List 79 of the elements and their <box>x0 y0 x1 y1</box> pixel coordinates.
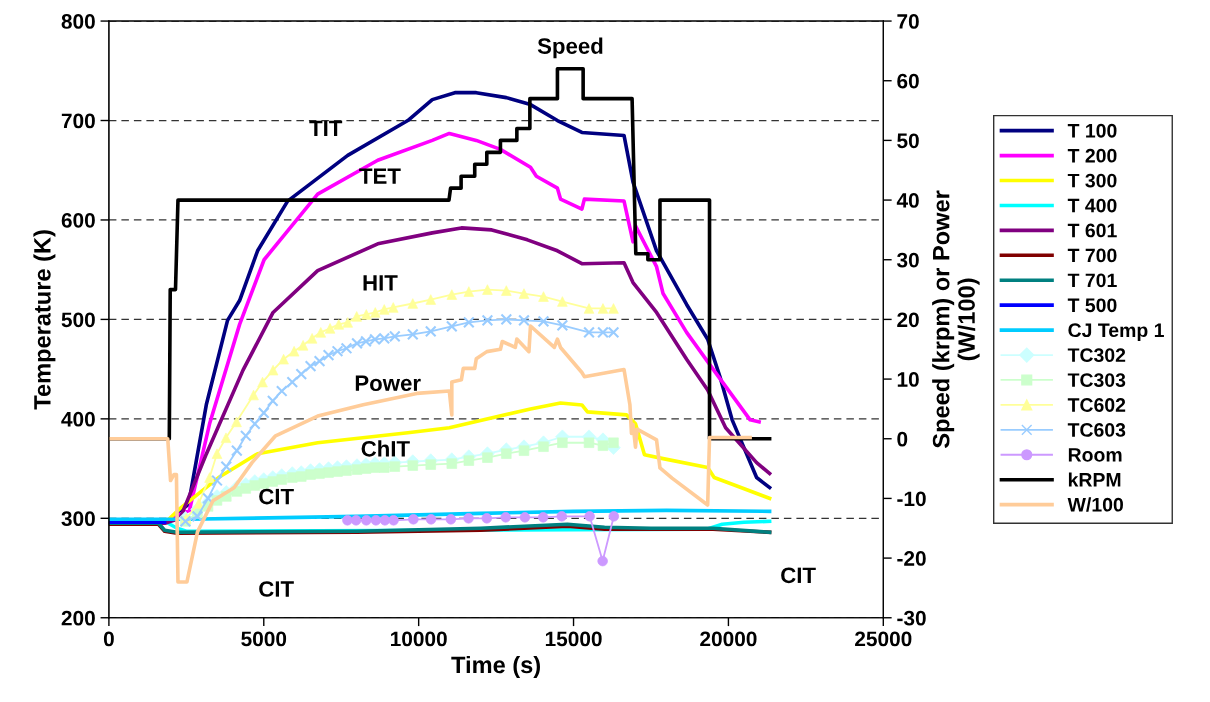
legend-label: kRPM <box>1068 472 1121 487</box>
y2-axis-title: Speed (krpm) or Power (W/100) <box>932 190 980 448</box>
point <box>202 492 214 505</box>
annotation: TET <box>359 168 401 184</box>
y2-tick-label: 30 <box>896 252 919 268</box>
legend-label: T 500 <box>1067 298 1117 313</box>
y2-tick-label: -10 <box>897 491 926 507</box>
y2-tick-label: -20 <box>897 551 926 566</box>
y-tick-label: 700 <box>61 113 95 129</box>
point <box>501 448 512 459</box>
x-tick-label: 10000 <box>391 631 447 647</box>
point <box>266 395 279 407</box>
legend-label: T 200 <box>1067 148 1117 163</box>
point <box>556 319 569 332</box>
point <box>313 355 326 368</box>
point <box>220 460 233 473</box>
point <box>424 325 437 338</box>
point <box>537 315 550 328</box>
legend-label: W/100 <box>1067 497 1123 512</box>
point <box>518 314 530 327</box>
annotation: Power <box>355 375 421 392</box>
point <box>239 429 252 442</box>
legend-label: TC603 <box>1067 423 1126 437</box>
point <box>248 417 261 430</box>
legend-label: Room <box>1068 448 1122 462</box>
legend-label: T 100 <box>1067 123 1117 138</box>
x-tick-label: 25000 <box>855 631 912 647</box>
point <box>481 314 494 327</box>
y2-tick-label: 20 <box>897 312 919 328</box>
y2-tick-label: 50 <box>897 133 919 149</box>
point <box>230 444 243 457</box>
y-tick-label: 500 <box>61 312 95 328</box>
legend-label: T 701 <box>1067 273 1117 288</box>
point <box>211 474 223 487</box>
y2-tick-label: 10 <box>897 372 919 387</box>
y-tick-label: 400 <box>61 411 95 427</box>
annotation: TIT <box>309 120 343 136</box>
point <box>406 328 419 341</box>
y-tick-label: 200 <box>61 610 95 626</box>
point <box>462 316 475 329</box>
y-tick-label: 600 <box>61 212 95 228</box>
y2-tick-label: 70 <box>897 14 919 29</box>
annotation: CIT <box>781 567 816 584</box>
point <box>304 360 317 373</box>
point <box>583 437 595 448</box>
y-axis-title: Temperature (K) <box>33 230 56 410</box>
y2-tick-label: 40 <box>896 193 919 208</box>
x-tick-label: 0 <box>103 631 114 647</box>
annotation: Speed <box>537 37 603 59</box>
annotation: CIT <box>259 488 294 505</box>
x-axis-title: Time (s) <box>451 655 540 678</box>
y-tick-label: 800 <box>61 14 95 29</box>
y2-tick-label: 60 <box>897 73 919 89</box>
point <box>500 313 513 326</box>
point <box>445 320 458 333</box>
point <box>191 510 204 523</box>
x-tick-label: 15000 <box>545 631 602 647</box>
point <box>583 326 595 339</box>
point <box>518 445 530 456</box>
legend-label: TC602 <box>1067 398 1126 412</box>
annotation: CIT <box>259 581 294 597</box>
annotation: ChIT <box>361 440 410 457</box>
x-tick-label: 20000 <box>700 631 757 647</box>
legend-label: CJ Temp 1 <box>1068 323 1164 341</box>
legend-label: T 300 <box>1067 173 1117 188</box>
point <box>275 385 288 397</box>
point <box>286 376 299 388</box>
annotation: HIT <box>363 275 398 291</box>
legend-label: TC303 <box>1067 373 1126 387</box>
legend-label: TC302 <box>1067 348 1126 363</box>
point <box>295 368 308 381</box>
point <box>257 406 270 419</box>
x-tick-label: 5000 <box>241 631 287 647</box>
y2-tick-label: 0 <box>897 431 908 447</box>
legend-label: T 400 <box>1067 198 1117 213</box>
legend-label: T 601 <box>1067 223 1117 238</box>
y2-tick-label: -30 <box>897 610 926 626</box>
legend-label: T 700 <box>1067 248 1117 263</box>
y-tick-label: 300 <box>61 511 95 527</box>
